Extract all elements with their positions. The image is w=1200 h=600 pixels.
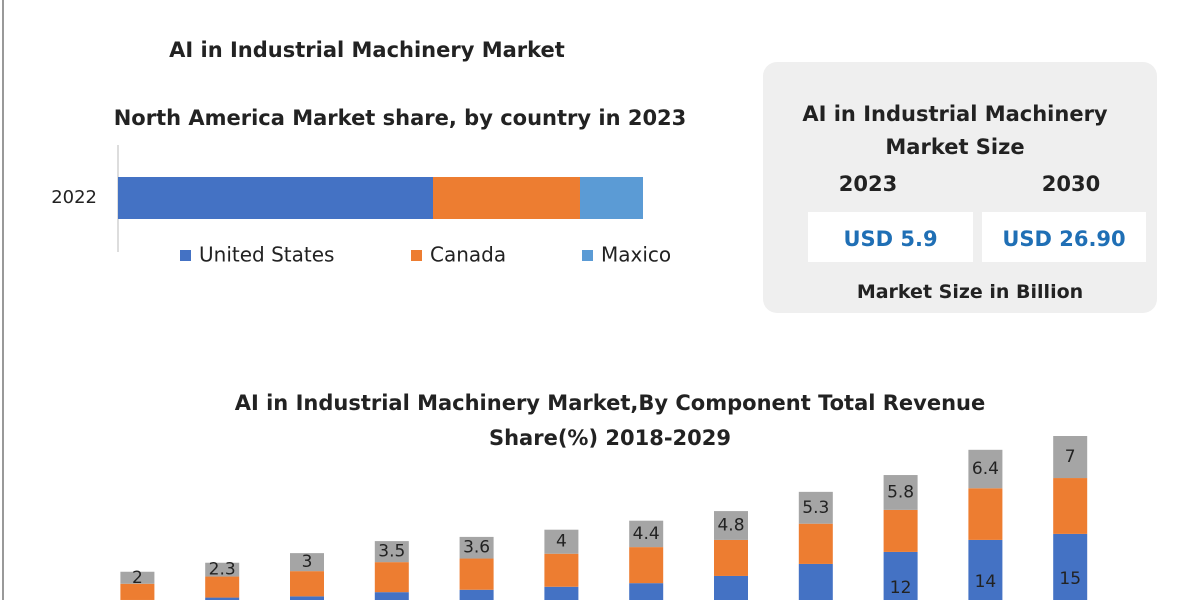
bar-segment	[968, 449, 1003, 489]
bar-segment	[290, 596, 324, 600]
bar-segment	[120, 583, 155, 600]
bar-segment	[714, 539, 748, 576]
bar-segment	[290, 571, 324, 597]
bar-segment	[544, 586, 579, 600]
bar-segment	[374, 592, 409, 600]
bar-segment	[629, 547, 664, 584]
bar-segment	[629, 583, 664, 600]
data-label: 12	[890, 578, 912, 598]
info-footer: Market Size in Billion	[856, 281, 1084, 303]
info-value-box	[982, 212, 1146, 262]
bar-segment	[714, 511, 748, 540]
info-year: 2023	[838, 172, 898, 196]
bar-segment	[459, 589, 494, 600]
legend-swatch	[582, 250, 593, 261]
info-value: USD 26.90	[1002, 227, 1126, 251]
bar-segment	[205, 562, 240, 577]
data-label: 5.3	[802, 498, 829, 518]
legend-label: United States	[199, 243, 334, 267]
bar-segment	[290, 553, 324, 572]
bar-segment	[883, 475, 918, 510]
data-label: 4.4	[633, 524, 660, 544]
bar-segment	[544, 529, 579, 554]
legend-swatch	[180, 250, 191, 261]
info-year: 2030	[1041, 172, 1101, 196]
data-label: 6.4	[972, 459, 999, 479]
data-label: 7	[1065, 447, 1076, 467]
data-label: 4	[556, 532, 567, 552]
legend-swatch	[411, 250, 422, 261]
data-label: 14	[975, 572, 997, 592]
bar-segment	[883, 551, 918, 600]
bar-segment	[1053, 478, 1088, 534]
bar-segment	[798, 491, 833, 524]
data-label: 4.8	[717, 515, 744, 535]
bar-segment	[433, 177, 580, 219]
data-label: 5.8	[887, 482, 914, 502]
bar-segment	[374, 541, 409, 563]
info-value-box	[808, 212, 973, 262]
bar-segment	[205, 576, 240, 598]
data-label: 3	[302, 552, 313, 572]
data-label: 2.3	[209, 560, 236, 580]
info-value: USD 5.9	[843, 227, 938, 251]
data-label: 3.6	[463, 538, 490, 558]
y-tick-label: 2022	[51, 187, 97, 208]
bar-segment	[1053, 436, 1088, 479]
bar-segment	[459, 558, 494, 590]
info-title: AI in Industrial Machinery Market Size	[802, 102, 1108, 159]
bar-segment	[205, 597, 240, 600]
bar-segment	[714, 575, 748, 600]
legend-label: Canada	[430, 243, 506, 267]
bar-segment	[883, 509, 918, 552]
data-label: 15	[1059, 569, 1081, 589]
chart-title: AI in Industrial Machinery Market,By Com…	[234, 391, 986, 450]
bar-segment	[118, 177, 433, 219]
bar-segment	[544, 553, 579, 587]
bar-segment	[798, 523, 833, 564]
chart-subtitle: North America Market share, by country i…	[113, 106, 687, 130]
legend-label: Maxico	[601, 243, 671, 267]
bar-segment	[580, 177, 643, 219]
data-label: 2	[132, 568, 143, 588]
bar-segment	[968, 488, 1003, 540]
bar-segment	[798, 563, 833, 600]
bar-segment	[968, 539, 1003, 600]
bar-segment	[1053, 533, 1088, 600]
data-label: 3.5	[378, 542, 405, 562]
bar-segment	[120, 571, 155, 584]
bar-segment	[629, 520, 664, 548]
bar-segment	[459, 536, 494, 559]
chart-title: AI in Industrial Machinery Market	[169, 38, 565, 62]
bar-segment	[374, 562, 409, 593]
